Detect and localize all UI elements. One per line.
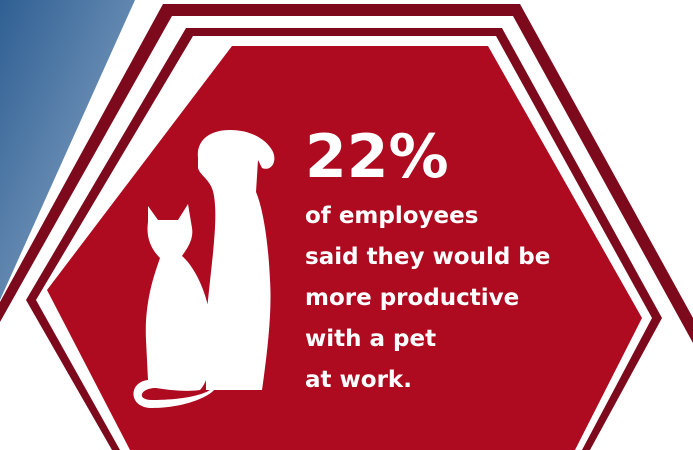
caption-line: of employees: [305, 203, 478, 229]
caption-line: more productive: [305, 285, 519, 311]
caption-line: with a pet: [305, 326, 436, 352]
pet-icons: [133, 130, 275, 408]
caption: of employees said they would be more produ…: [305, 203, 550, 393]
caption-line: at work.: [305, 367, 412, 393]
background-photo: [0, 0, 135, 300]
cat-icon: [133, 204, 217, 408]
caption-line: said they would be: [305, 244, 550, 270]
stat: 22%: [305, 122, 449, 192]
dog-icon: [197, 130, 275, 390]
